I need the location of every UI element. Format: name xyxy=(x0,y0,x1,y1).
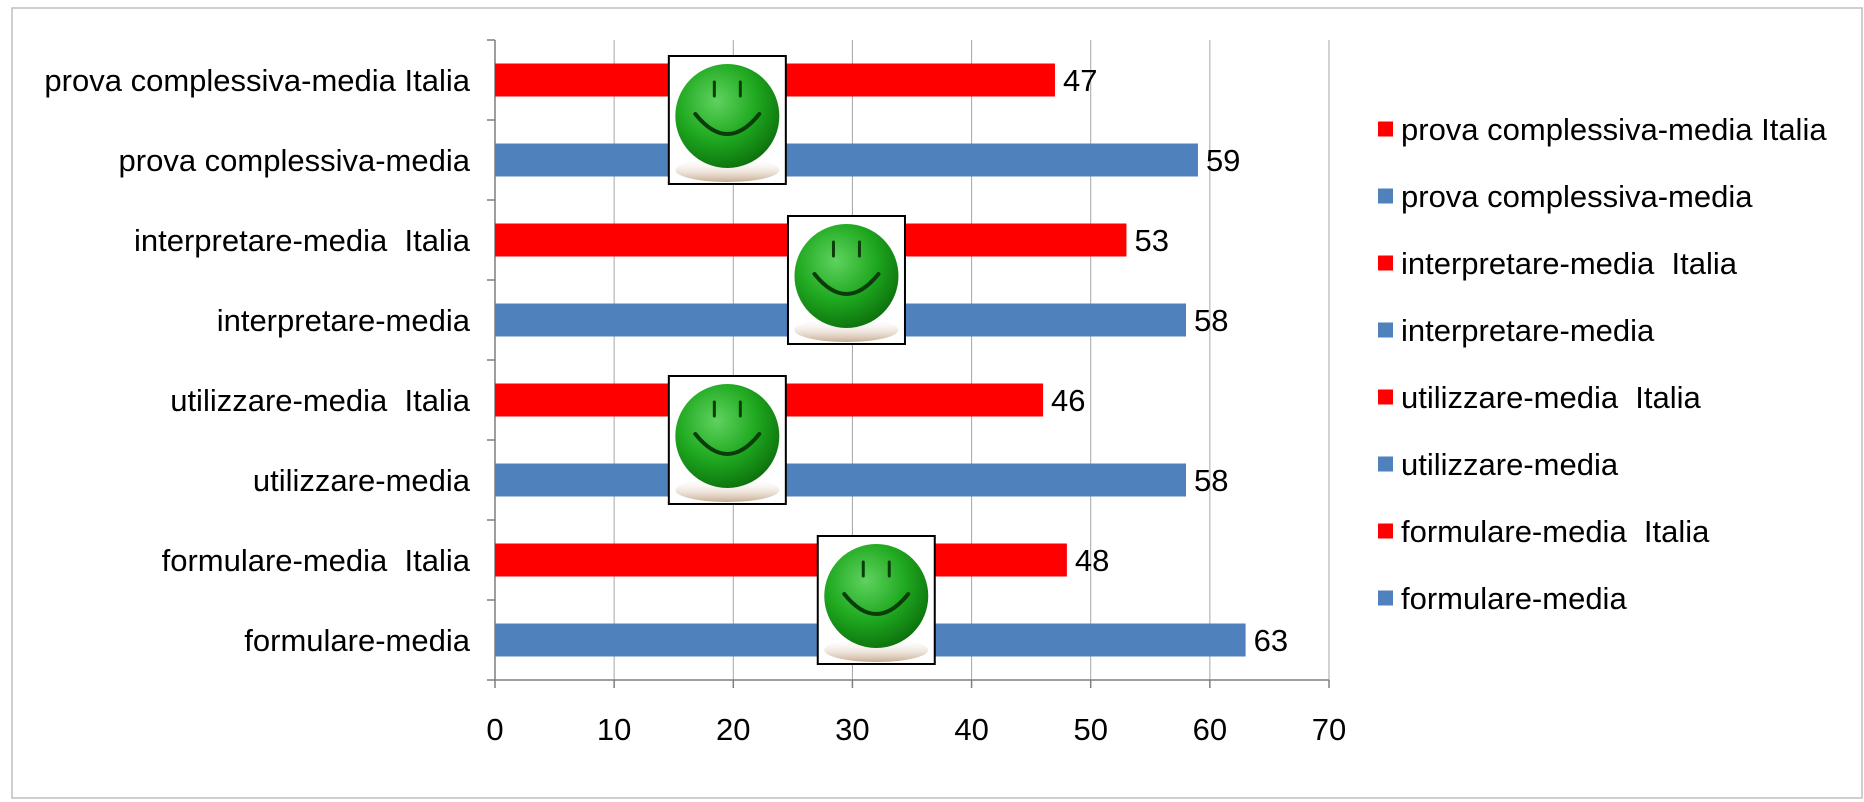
category-label: interpretare-media Italia xyxy=(134,223,471,258)
smiley-face xyxy=(675,384,780,488)
legend-label: prova complessiva-media Italia xyxy=(1401,112,1827,147)
data-label: 58 xyxy=(1194,463,1228,498)
legend: prova complessiva-media Italia prova comp… xyxy=(1378,112,1827,616)
smiley-shadow xyxy=(794,318,899,342)
data-label: 59 xyxy=(1206,143,1240,178)
category-label: prova complessiva-media xyxy=(119,143,471,178)
legend-label: interpretare-media xyxy=(1401,313,1655,348)
x-tick-label: 20 xyxy=(716,712,750,747)
data-label: 53 xyxy=(1134,223,1168,258)
category-label: interpretare-media xyxy=(217,303,471,338)
legend-label: prova complessiva-media xyxy=(1401,179,1753,214)
smiley-mouth xyxy=(693,112,762,136)
x-tick-label: 10 xyxy=(597,712,631,747)
data-label: 46 xyxy=(1051,383,1085,418)
legend-swatch xyxy=(1378,322,1393,338)
smiley-face-icon xyxy=(816,535,936,665)
smiley-face-icon xyxy=(667,55,787,185)
data-label: 47 xyxy=(1063,63,1097,98)
x-tick-label: 40 xyxy=(954,712,988,747)
legend-label: interpretare-media Italia xyxy=(1401,246,1738,281)
smiley-face xyxy=(824,544,929,648)
smiley-mouth xyxy=(693,432,762,456)
smiley-face xyxy=(794,224,899,328)
data-label: 48 xyxy=(1075,543,1109,578)
smiley-shadow xyxy=(824,638,929,662)
smiley-face-icon xyxy=(667,375,787,505)
legend-label: formulare-media Italia xyxy=(1401,514,1710,549)
smiley-face-icon xyxy=(786,215,906,345)
category-label: utilizzare-media Italia xyxy=(170,383,471,418)
legend-swatch xyxy=(1378,255,1393,271)
x-tick-label: 70 xyxy=(1312,712,1346,747)
legend-swatch xyxy=(1378,456,1393,472)
smiley-shadow xyxy=(675,478,780,502)
legend-swatch xyxy=(1378,590,1393,606)
legend-label: utilizzare-media xyxy=(1401,447,1619,482)
bar xyxy=(495,543,1067,577)
category-label: formulare-media Italia xyxy=(162,543,471,578)
annotations xyxy=(667,55,936,665)
data-label: 58 xyxy=(1194,303,1228,338)
bar xyxy=(495,143,1198,177)
smiley-face xyxy=(675,64,780,168)
x-tick-label: 60 xyxy=(1193,712,1227,747)
labels: 0 10 20 30 40 50 60 70 47 prova complessiva-media… xyxy=(44,63,1346,747)
legend-label: formulare-media xyxy=(1401,581,1627,616)
smiley-mouth xyxy=(812,272,881,296)
x-tick-label: 0 xyxy=(486,712,503,747)
data-label: 63 xyxy=(1254,623,1288,658)
smiley-shadow xyxy=(675,158,780,182)
category-label: formulare-media xyxy=(244,623,470,658)
category-label: utilizzare-media xyxy=(253,463,471,498)
legend-swatch xyxy=(1378,523,1393,539)
x-tick-label: 30 xyxy=(835,712,869,747)
legend-swatch xyxy=(1378,121,1393,137)
smiley-mouth xyxy=(842,592,911,616)
category-label: prova complessiva-media Italia xyxy=(44,63,470,98)
legend-swatch xyxy=(1378,188,1393,204)
bar xyxy=(495,463,1187,497)
legend-swatch xyxy=(1378,389,1393,405)
legend-label: utilizzare-media Italia xyxy=(1401,380,1702,415)
x-tick-label: 50 xyxy=(1073,712,1107,747)
